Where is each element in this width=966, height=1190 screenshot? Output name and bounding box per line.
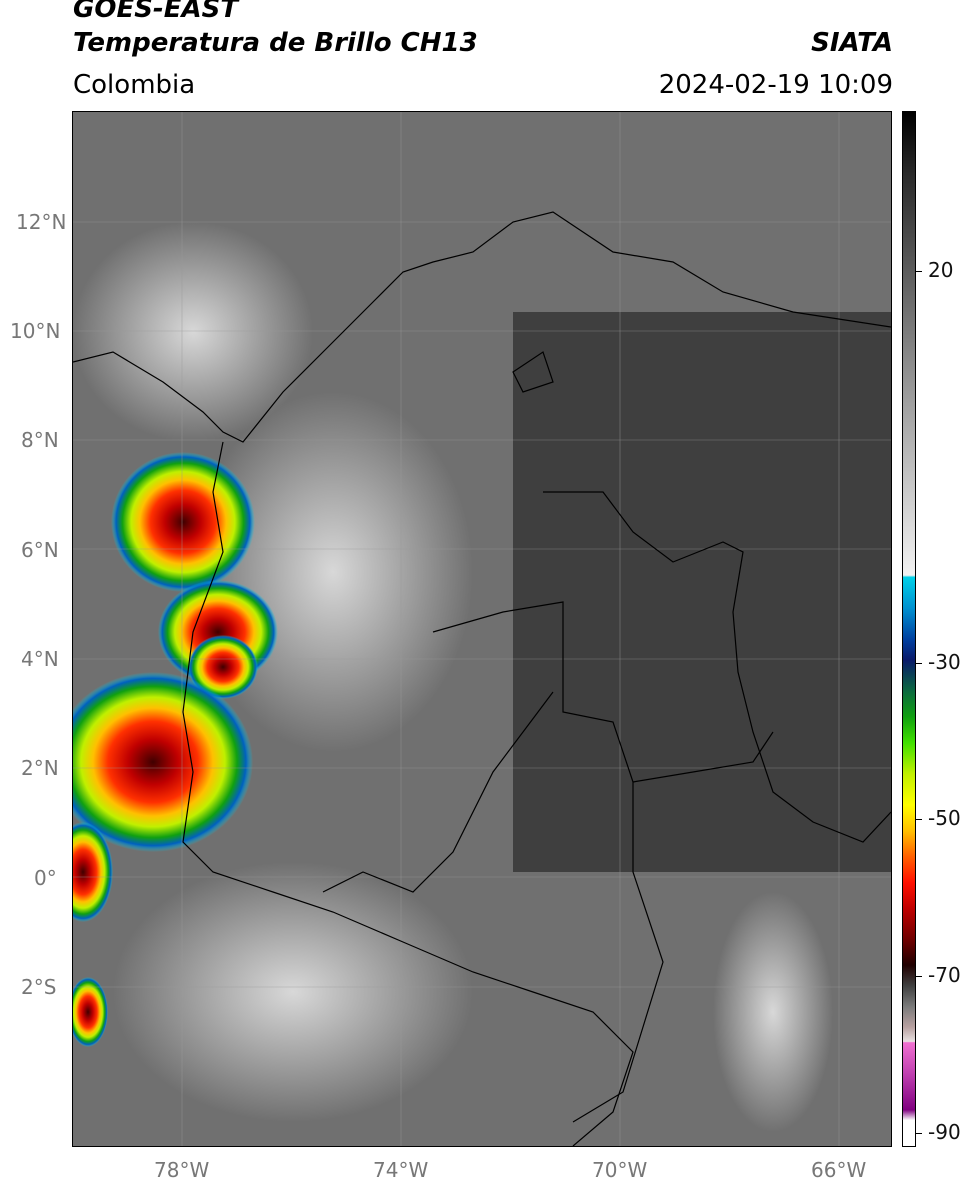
title-product: Temperatura de Brillo CH13 xyxy=(73,28,478,58)
dark-clear-region xyxy=(513,312,891,872)
lon-label: 78°W xyxy=(154,1158,210,1182)
colorbar-tick xyxy=(916,976,922,977)
lat-label: 0° xyxy=(34,866,57,890)
colorbar-tick xyxy=(916,1133,922,1134)
lat-label: 6°N xyxy=(21,538,59,562)
lon-label: 70°W xyxy=(592,1158,648,1182)
timestamp-label: 2024-02-19 10:09 xyxy=(658,70,893,100)
colorbar-tick xyxy=(916,819,922,820)
storm-cell xyxy=(188,635,258,699)
brand-label: SIATA xyxy=(811,28,893,58)
lat-label: 10°N xyxy=(10,319,61,343)
lat-label: 8°N xyxy=(21,428,59,452)
map-canvas xyxy=(53,112,892,1147)
lat-label: 4°N xyxy=(21,647,59,671)
cloud-band xyxy=(113,862,473,1122)
cloud-band xyxy=(713,892,833,1132)
cloud-band xyxy=(73,222,313,442)
lat-label: 2°S xyxy=(21,975,57,999)
lat-label: 12°N xyxy=(16,210,67,234)
borders xyxy=(72,211,892,1147)
colorbar-label: -70 xyxy=(928,963,961,987)
storm-cell xyxy=(53,672,253,852)
colorbar-label: -50 xyxy=(928,806,961,830)
storm-cell xyxy=(111,452,255,592)
lat-label: 2°N xyxy=(21,756,59,780)
storm-cell xyxy=(68,977,108,1047)
colorbar xyxy=(902,111,916,1147)
colorbar-tick xyxy=(916,663,922,664)
lon-label: 66°W xyxy=(811,1158,867,1182)
cloud-band xyxy=(193,392,473,752)
colorbar-label: 20 xyxy=(928,258,954,282)
region-label: Colombia xyxy=(73,70,196,100)
lon-label: 74°W xyxy=(373,1158,429,1182)
colorbar-tick xyxy=(916,271,922,272)
colorbar-label: -90 xyxy=(928,1120,961,1144)
satellite-map[interactable]: 12°N 10°N 8°N 6°N 4°N 2°N 0° 2°S 78°W 74… xyxy=(10,111,892,1182)
title-satellite: GOES-EAST xyxy=(73,0,239,24)
colorbar-label: -30 xyxy=(928,650,961,674)
gridlines xyxy=(73,112,891,1146)
